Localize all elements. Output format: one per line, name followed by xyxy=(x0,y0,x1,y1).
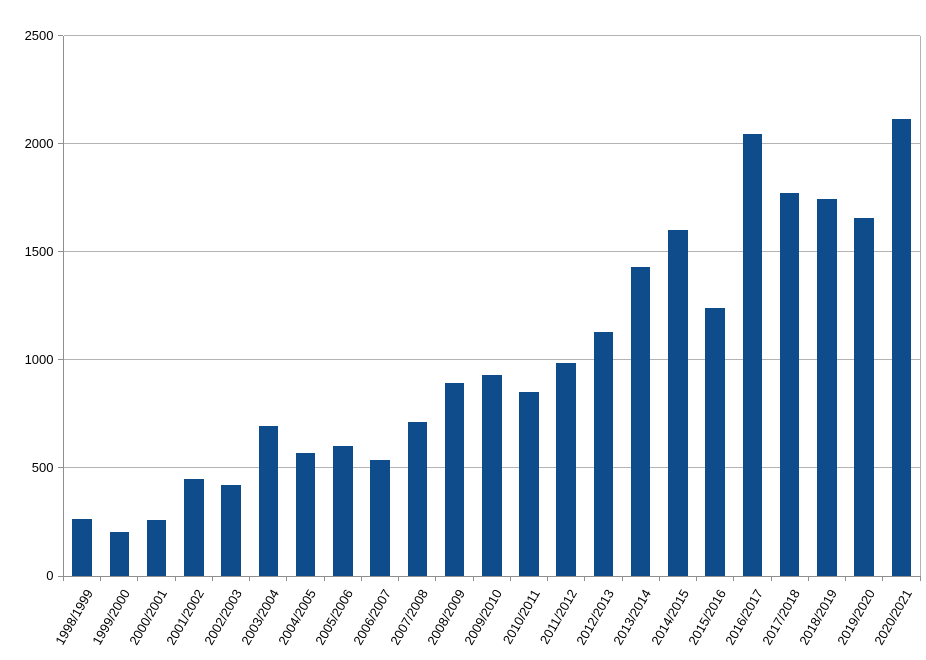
x-tick-3 xyxy=(174,576,176,581)
bar-2000/2001 xyxy=(146,520,167,576)
x-tick-10 xyxy=(435,576,437,581)
x-tick-6 xyxy=(286,576,288,581)
x-tick-16 xyxy=(658,576,660,581)
y-tick-2000 xyxy=(58,143,63,145)
x-tick-2 xyxy=(137,576,139,581)
bar-2007/2008 xyxy=(407,422,428,576)
bar-2015/2016 xyxy=(705,308,725,576)
bar-2019/2020 xyxy=(854,218,874,576)
plot-right-border xyxy=(919,35,921,576)
bar-1999/2000 xyxy=(109,532,130,576)
x-tick-20 xyxy=(807,576,809,581)
y-tick-2500 xyxy=(58,35,63,36)
y-tick-1500 xyxy=(58,251,63,253)
gridline-1000 xyxy=(63,359,920,361)
x-tick-1 xyxy=(100,576,102,581)
bar-2011/2012 xyxy=(556,363,576,576)
x-tick-7 xyxy=(323,576,325,581)
y-tick-label: 500 xyxy=(31,459,54,475)
bar-2005/2006 xyxy=(333,446,353,576)
x-tick-15 xyxy=(621,576,623,581)
bar-2016/2017 xyxy=(742,134,763,576)
bar-2020/2021 xyxy=(891,119,912,576)
gridline-1500 xyxy=(63,251,920,253)
y-tick-label: 2500 xyxy=(24,27,54,43)
bar-2008/2009 xyxy=(444,383,465,576)
y-tick-label: 1500 xyxy=(24,243,54,259)
x-tick-0 xyxy=(63,576,64,581)
x-tick-5 xyxy=(249,576,251,581)
x-tick-4 xyxy=(211,576,213,581)
x-tick-18 xyxy=(733,576,735,581)
bar-2014/2015 xyxy=(668,230,688,576)
y-tick-500 xyxy=(58,467,63,469)
bar-2012/2013 xyxy=(593,332,614,576)
x-tick-13 xyxy=(547,576,549,581)
x-tick-19 xyxy=(770,576,772,581)
bar-1998/1999 xyxy=(72,519,92,576)
bar-2001/2002 xyxy=(184,479,204,576)
bar-2009/2010 xyxy=(482,375,502,576)
x-tick-label: 2010/2011 xyxy=(499,586,543,647)
x-tick-9 xyxy=(398,576,400,581)
x-tick-8 xyxy=(360,576,362,581)
y-tick-label: 0 xyxy=(46,568,54,583)
bar-2010/2011 xyxy=(519,392,539,576)
x-tick-11 xyxy=(472,576,474,581)
gridline-2500 xyxy=(63,35,920,36)
bar-2018/2019 xyxy=(817,199,837,576)
y-tick-1000 xyxy=(58,359,63,361)
bar-2017/2018 xyxy=(779,193,800,576)
bar-2006/2007 xyxy=(370,460,390,576)
gridline-2000 xyxy=(63,143,920,145)
x-tick-23 xyxy=(919,576,921,581)
bar-2002/2003 xyxy=(221,485,241,576)
y-axis-line xyxy=(63,35,64,577)
y-tick-0 xyxy=(58,575,63,577)
bar-2004/2005 xyxy=(295,453,316,576)
bar-2013/2014 xyxy=(630,267,651,576)
x-axis-line xyxy=(58,575,920,577)
x-tick-17 xyxy=(696,576,698,581)
bar-2003/2004 xyxy=(258,426,279,576)
y-tick-label: 2000 xyxy=(24,135,54,151)
x-tick-21 xyxy=(845,576,847,581)
x-tick-22 xyxy=(882,576,884,581)
x-tick-14 xyxy=(584,576,586,581)
x-tick-12 xyxy=(509,576,511,581)
y-tick-label: 1000 xyxy=(24,351,54,367)
x-tick-label: 2020/2021 xyxy=(871,586,915,648)
